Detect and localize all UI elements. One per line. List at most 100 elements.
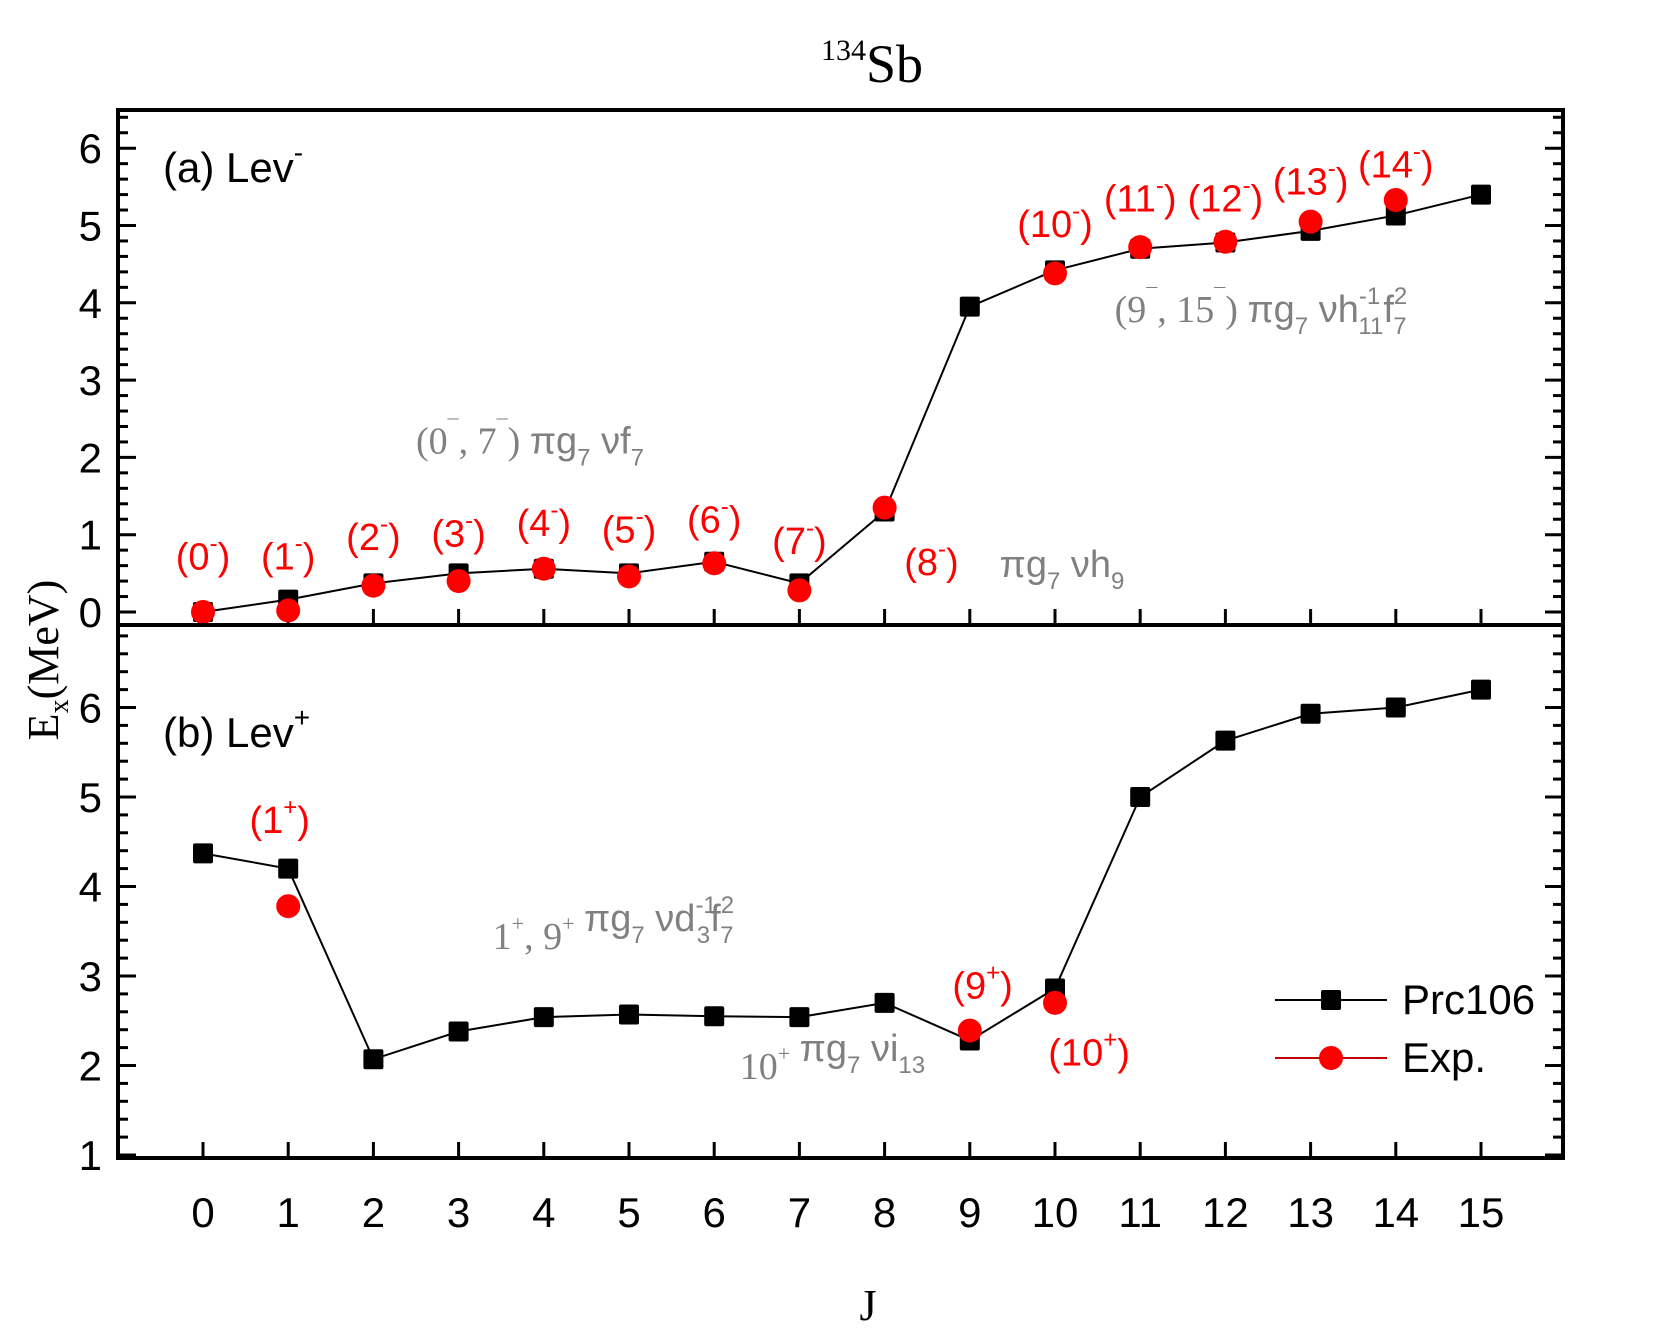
spin-label-close: ) bbox=[644, 509, 657, 551]
exp-point bbox=[702, 551, 727, 576]
prc106-point bbox=[363, 1049, 384, 1070]
annotation-range-mid: , 7 bbox=[459, 421, 497, 463]
spin-label-value: (2 bbox=[346, 517, 380, 559]
x-tick-label: 15 bbox=[1458, 1189, 1505, 1236]
panel-label-sup: + bbox=[294, 702, 310, 733]
annotation-superscript: -1 bbox=[695, 892, 716, 919]
spin-label-parity: - bbox=[550, 497, 558, 524]
y-tick-label: 2 bbox=[79, 434, 102, 481]
spin-label-close: ) bbox=[388, 517, 401, 559]
spin-label: (6-) bbox=[687, 493, 741, 541]
prc106-point bbox=[1130, 787, 1151, 807]
spin-label-close: ) bbox=[1421, 145, 1434, 187]
exp-point bbox=[787, 578, 812, 603]
panel-label: (a) Lev- bbox=[163, 137, 303, 191]
chart-title: 134Sb bbox=[821, 34, 923, 94]
legend-exp-marker bbox=[1319, 1046, 1343, 1070]
spin-label-close: ) bbox=[473, 513, 486, 555]
exp-point bbox=[361, 573, 386, 598]
spin-label-close: ) bbox=[303, 536, 316, 578]
annotation-subscript: 7 bbox=[577, 445, 590, 472]
legend-prc106-marker bbox=[1321, 990, 1341, 1010]
prc106-point bbox=[1471, 184, 1491, 205]
annotation-proton-orbital: πg bbox=[530, 421, 577, 463]
x-tick-label: 13 bbox=[1287, 1189, 1334, 1236]
spin-label-parity: - bbox=[1328, 156, 1336, 183]
exp-point bbox=[957, 1018, 982, 1043]
legend-label: Exp. bbox=[1402, 1034, 1486, 1081]
spin-label-parity: - bbox=[465, 507, 473, 534]
y-tick-label: 0 bbox=[79, 589, 102, 636]
x-tick-label: 12 bbox=[1202, 1189, 1249, 1236]
x-tick-label: 4 bbox=[532, 1189, 555, 1236]
spin-label-close: ) bbox=[729, 499, 742, 541]
exp-point bbox=[1213, 229, 1238, 254]
spin-label: (3-) bbox=[431, 507, 485, 555]
spin-label-parity: + bbox=[1103, 1027, 1117, 1054]
x-tick-label: 10 bbox=[1032, 1189, 1079, 1236]
x-tick-label: 3 bbox=[447, 1189, 470, 1236]
exp-point bbox=[1043, 990, 1067, 1015]
spin-label-close: ) bbox=[218, 536, 231, 578]
prc106-point bbox=[1471, 679, 1491, 700]
panel-label: (b) Lev+ bbox=[163, 702, 310, 756]
spin-label-value: (11 bbox=[1104, 179, 1156, 221]
annotation-range-start: (9 bbox=[1115, 289, 1147, 331]
annotation-range-sup: ¯ bbox=[1145, 284, 1158, 309]
y-tick-label: 3 bbox=[79, 357, 102, 404]
spin-label-close: ) bbox=[1000, 965, 1013, 1007]
spin-label-parity: - bbox=[1413, 139, 1421, 166]
annotation-range-sup: + bbox=[562, 911, 574, 936]
annotation-subscript: 7 bbox=[631, 445, 644, 472]
annotation-range-close: ) bbox=[508, 421, 521, 463]
spin-label-parity: - bbox=[380, 511, 388, 538]
spin-label-parity: + bbox=[283, 794, 297, 821]
y-tick-label: 4 bbox=[79, 864, 102, 911]
spin-label-close: ) bbox=[1164, 179, 1177, 221]
spin-label-close: ) bbox=[1251, 179, 1264, 221]
x-axis-label: J bbox=[859, 1281, 876, 1330]
spin-label-value: (4 bbox=[517, 503, 551, 545]
annotation-range-start: (0 bbox=[416, 421, 448, 463]
spin-label-parity: - bbox=[1243, 173, 1251, 200]
spin-label: (14-) bbox=[1358, 139, 1434, 187]
spin-label: (2-) bbox=[346, 511, 400, 559]
y-tick-label: 3 bbox=[79, 953, 102, 1000]
spin-label-parity: - bbox=[938, 536, 946, 563]
annotation-range-sup: ¯ bbox=[496, 416, 509, 441]
series-line-prc106 bbox=[202, 193, 1482, 613]
annotation-subscript: 7 bbox=[720, 922, 733, 949]
spin-label: (5-) bbox=[602, 503, 656, 551]
exp-point bbox=[446, 569, 471, 594]
prc106-point bbox=[193, 843, 213, 864]
exp-point bbox=[1128, 235, 1153, 260]
annotation-range-start: 1 bbox=[493, 916, 512, 958]
title-element: Sb bbox=[866, 34, 923, 94]
annotation-proton-orbital: πg bbox=[584, 898, 631, 940]
exp-point bbox=[1298, 209, 1323, 234]
x-tick-label: 2 bbox=[362, 1189, 385, 1236]
exp-point bbox=[872, 495, 897, 520]
spin-label-parity: - bbox=[1072, 198, 1080, 225]
legend: Prc106 Exp. bbox=[1275, 976, 1535, 1081]
exp-point bbox=[276, 894, 301, 919]
spin-label-value: (12 bbox=[1188, 179, 1243, 221]
annotation-neutron-orbital: νi bbox=[860, 1028, 898, 1070]
spin-label: (4-) bbox=[517, 497, 571, 545]
annotation-range-sup: + bbox=[512, 911, 524, 936]
exp-point bbox=[1043, 261, 1067, 286]
annotation-range-mid: , 9 bbox=[524, 916, 562, 958]
annotation-orbital: f bbox=[1383, 289, 1394, 331]
prc106-point bbox=[619, 1004, 639, 1025]
annotation-range-sup: + bbox=[778, 1041, 790, 1066]
panel-label-text: (b) Lev bbox=[163, 709, 294, 756]
spin-label-close: ) bbox=[1080, 204, 1093, 246]
annotation-subscript: 7 bbox=[1393, 313, 1406, 340]
spin-label-value: (0 bbox=[176, 536, 210, 578]
annotation-subscript: 13 bbox=[898, 1052, 925, 1079]
annotation-superscript: 2 bbox=[721, 892, 734, 919]
spin-label: (10-) bbox=[1017, 198, 1093, 246]
annotation-spacer bbox=[520, 421, 530, 463]
